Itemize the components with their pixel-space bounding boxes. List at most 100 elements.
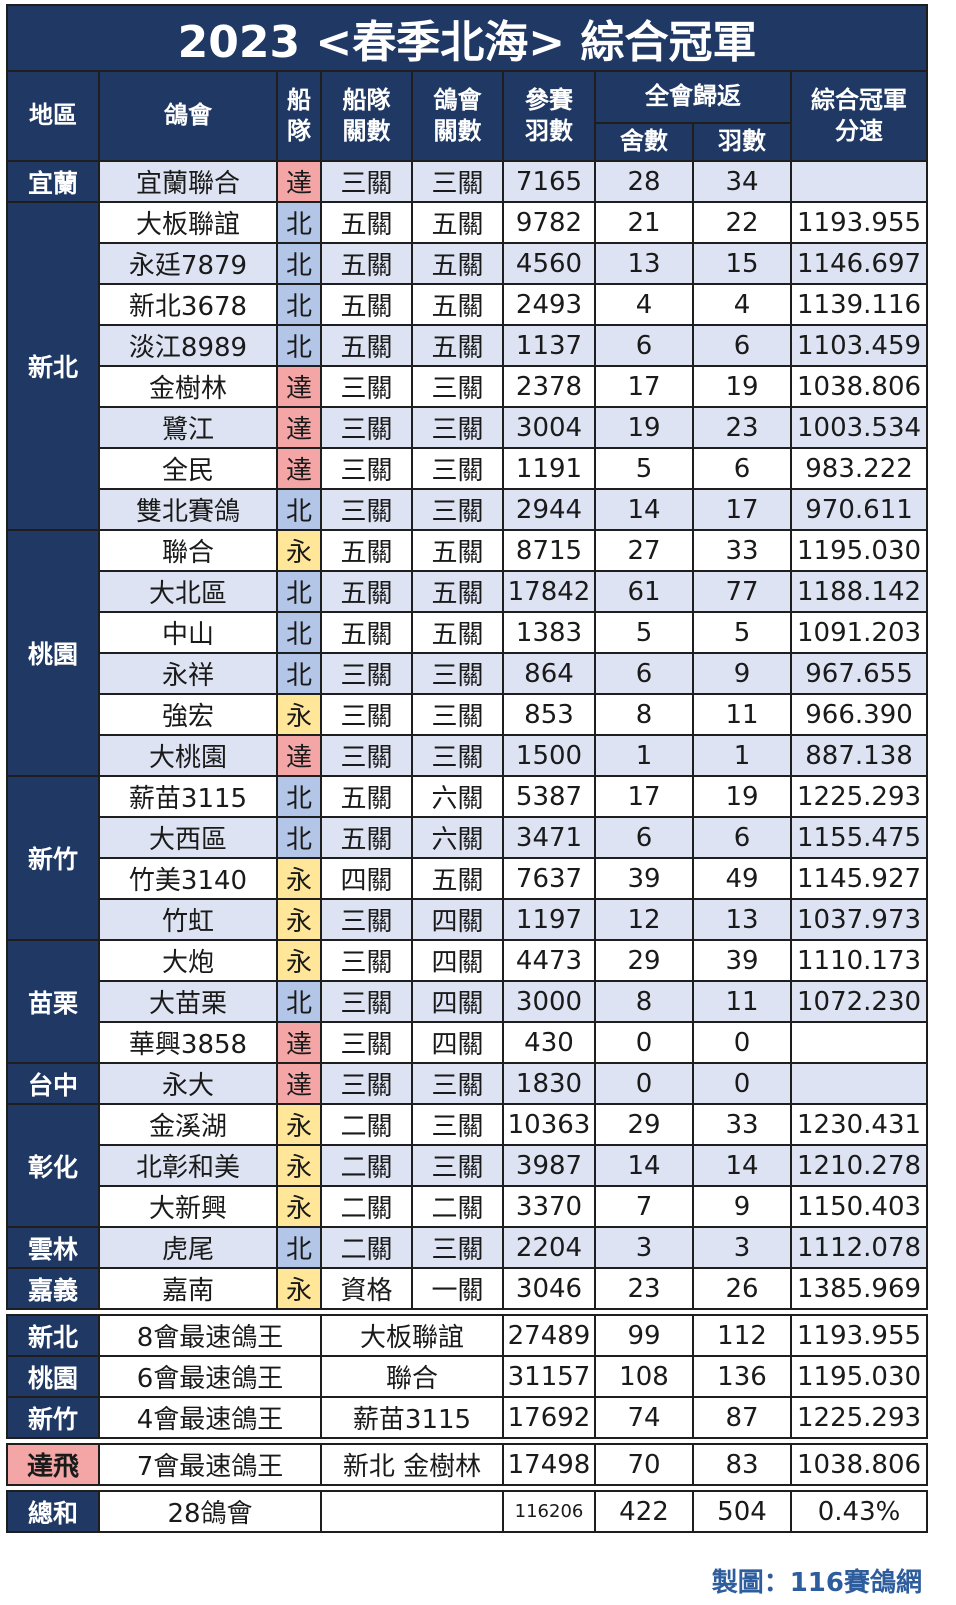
speed-cell: 1103.459 bbox=[789, 324, 929, 367]
club-cell: 鷺江 bbox=[98, 406, 278, 449]
birds-cell: 6 bbox=[692, 447, 792, 490]
results-sheet: 2023 <春季北海> 綜合冠軍 地區 鴿會 船隊 船隊關數 鴿會關數 參賽羽數… bbox=[5, 4, 929, 1533]
fleet-cell: 北 bbox=[276, 570, 322, 613]
fleet-cell: 永 bbox=[276, 693, 322, 736]
fleet-cell: 達 bbox=[276, 160, 322, 203]
fleet-cell: 達 bbox=[276, 734, 322, 777]
club-races-cell: 三關 bbox=[411, 365, 504, 408]
summary-entries-cell: 116206 bbox=[502, 1490, 596, 1533]
header-fleet-races-label: 船隊關數 bbox=[342, 85, 391, 145]
fleet-cell: 永 bbox=[276, 939, 322, 982]
lofts-cell: 28 bbox=[594, 160, 694, 203]
summary-club-cell bbox=[320, 1490, 504, 1533]
entries-cell: 1383 bbox=[502, 611, 596, 654]
entries-cell: 4560 bbox=[502, 242, 596, 285]
summary-label-cell: 28鴿會 bbox=[98, 1490, 322, 1533]
fleet-cell: 北 bbox=[276, 775, 322, 818]
fleet-cell: 永 bbox=[276, 898, 322, 941]
table-row: 永祥北三關 三關 864 6 9 967.655 bbox=[7, 652, 929, 695]
fleet-races-cell: 四關 bbox=[320, 857, 413, 900]
club-cell: 大西區 bbox=[98, 816, 278, 859]
speed-cell bbox=[789, 160, 929, 203]
lofts-cell: 7 bbox=[594, 1185, 694, 1228]
table-row: 新北 大板聯誼北五關 五關 9782 21 22 1193.955 bbox=[6, 201, 929, 531]
club-races-cell: 四關 bbox=[411, 980, 504, 1023]
fleet-races-cell: 三關 bbox=[320, 1021, 413, 1064]
lofts-cell: 6 bbox=[594, 816, 694, 859]
club-cell: 北彰和美 bbox=[98, 1144, 278, 1187]
entries-cell: 2378 bbox=[502, 365, 596, 408]
club-races-cell: 一關 bbox=[411, 1267, 504, 1310]
fleet-races-cell: 五關 bbox=[320, 201, 413, 244]
club-races-cell: 五關 bbox=[411, 324, 504, 367]
summary-row: 桃園 6會最速鴿王 聯合 31157 108 136 1195.030 bbox=[6, 1355, 929, 1398]
birds-cell: 19 bbox=[692, 775, 792, 818]
club-races-cell: 三關 bbox=[411, 1062, 504, 1105]
fleet-races-cell: 二關 bbox=[320, 1103, 413, 1146]
speed-cell: 1072.230 bbox=[789, 980, 929, 1023]
lofts-cell: 14 bbox=[594, 488, 694, 531]
summary-club-cell: 薪苗3115 bbox=[320, 1396, 504, 1439]
lofts-cell: 21 bbox=[594, 201, 694, 244]
table-row: 強宏永三關 三關 853 8 11 966.390 bbox=[7, 693, 929, 736]
entries-cell: 4473 bbox=[502, 939, 596, 982]
speed-cell: 967.655 bbox=[789, 652, 929, 695]
header-club-races-label: 鴿會關數 bbox=[433, 85, 482, 145]
fleet-races-cell: 二關 bbox=[320, 1144, 413, 1187]
total-row: 總和 28鴿會 116206 422 504 0.43% bbox=[6, 1490, 929, 1533]
summary-lofts-cell: 70 bbox=[594, 1443, 694, 1486]
table-row: 雙北賽鴿北三關 三關 2944 14 17 970.611 bbox=[7, 488, 929, 531]
fleet-cell: 北 bbox=[276, 611, 322, 654]
fleet-races-cell: 三關 bbox=[320, 734, 413, 777]
fleet-races-cell: 五關 bbox=[320, 775, 413, 818]
section-separator bbox=[7, 1438, 928, 1444]
club-races-cell: 三關 bbox=[411, 1226, 504, 1269]
fleet-cell: 北 bbox=[276, 242, 322, 285]
summary-speed-cell: 1225.293 bbox=[789, 1396, 929, 1439]
entries-cell: 1500 bbox=[502, 734, 596, 777]
birds-cell: 9 bbox=[692, 652, 792, 695]
table-row: 永廷7879 北五關 五關 4560 13 15 1146.697 bbox=[7, 242, 929, 285]
header-entries: 參賽羽數 bbox=[502, 70, 596, 162]
table-row: 新竹 薪苗3115 北五關 六關 5387 17 19 1225.293 bbox=[6, 775, 929, 941]
speed-cell: 1230.431 bbox=[789, 1103, 929, 1146]
club-cell: 永廷7879 bbox=[98, 242, 278, 285]
fleet-races-cell: 三關 bbox=[320, 406, 413, 449]
table-row: 桃園 聯合永五關 五關 8715 27 33 1195.030 bbox=[6, 529, 929, 777]
fleet-cell: 永 bbox=[276, 857, 322, 900]
club-cell: 華興3858 bbox=[98, 1021, 278, 1064]
region-cell: 新北 bbox=[6, 201, 100, 531]
dafei-row: 達飛 7會最速鴿王 新北 金樹林 17498 70 83 1038.806 bbox=[6, 1443, 929, 1486]
club-cell: 大桃園 bbox=[98, 734, 278, 777]
entries-cell: 430 bbox=[502, 1021, 596, 1064]
fleet-races-cell: 五關 bbox=[320, 283, 413, 326]
header-lofts: 舍數 bbox=[594, 122, 694, 162]
summary-birds-cell: 504 bbox=[692, 1490, 792, 1533]
birds-cell: 11 bbox=[692, 693, 792, 736]
club-cell: 淡江8989 bbox=[98, 324, 278, 367]
entries-cell: 3471 bbox=[502, 816, 596, 859]
speed-cell: 1146.697 bbox=[789, 242, 929, 285]
birds-cell: 6 bbox=[692, 324, 792, 367]
club-races-cell: 六關 bbox=[411, 775, 504, 818]
summary-club-cell: 新北 金樹林 bbox=[320, 1443, 504, 1486]
summary-entries-cell: 31157 bbox=[502, 1355, 596, 1398]
summary-speed-cell: 1038.806 bbox=[789, 1443, 929, 1486]
club-races-cell: 三關 bbox=[411, 488, 504, 531]
summary-entries-cell: 17692 bbox=[502, 1396, 596, 1439]
table-row: 鷺江達三關 三關 3004 19 23 1003.534 bbox=[7, 406, 929, 449]
club-races-cell: 四關 bbox=[411, 898, 504, 941]
fleet-races-cell: 五關 bbox=[320, 570, 413, 613]
fleet-races-cell: 三關 bbox=[320, 693, 413, 736]
lofts-cell: 39 bbox=[594, 857, 694, 900]
header-speed-label: 綜合冠軍分速 bbox=[811, 85, 908, 145]
entries-cell: 2493 bbox=[502, 283, 596, 326]
entries-cell: 9782 bbox=[502, 201, 596, 244]
club-cell: 強宏 bbox=[98, 693, 278, 736]
birds-cell: 49 bbox=[692, 857, 792, 900]
table-row: 大新興永二關 二關 3370 7 9 1150.403 bbox=[7, 1185, 929, 1228]
birds-cell: 39 bbox=[692, 939, 792, 982]
lofts-cell: 27 bbox=[594, 529, 694, 572]
fleet-races-cell: 五關 bbox=[320, 242, 413, 285]
birds-cell: 6 bbox=[692, 816, 792, 859]
